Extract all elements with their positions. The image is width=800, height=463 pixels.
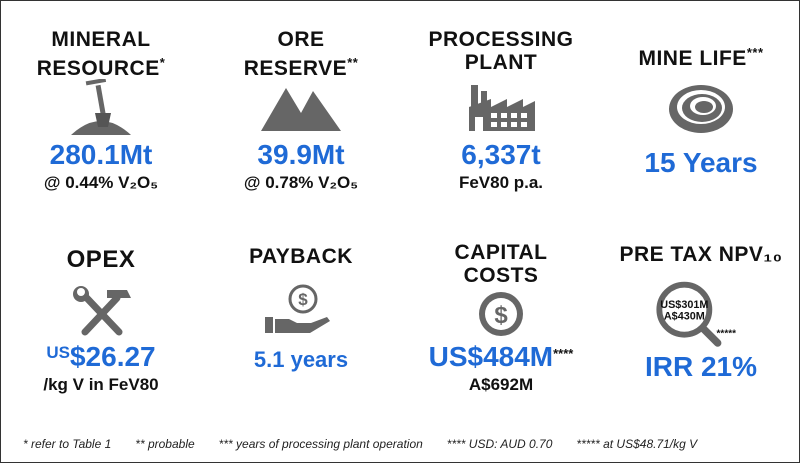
sub: A$692M — [468, 375, 534, 394]
icon-text: A$430M — [664, 311, 705, 323]
tile-title: PROCESSING PLANT — [401, 28, 601, 74]
sub: @ 0.78% V₂O₅ — [243, 173, 359, 192]
sub: @ 0.44% V₂O₅ — [43, 173, 159, 192]
title-line: PROCESSING — [428, 28, 574, 51]
tile-title: PAYBACK — [201, 245, 401, 268]
footnote: * refer to Table 1 — [23, 437, 112, 451]
marker: **** — [553, 346, 574, 361]
svg-text:$: $ — [494, 302, 508, 329]
title-line: RESERVE — [243, 57, 348, 80]
title-line: PAYBACK — [249, 245, 353, 268]
value-number: US$484M — [428, 341, 554, 372]
sub: /kg V in FeV80 — [43, 375, 159, 394]
title-line: PLANT — [464, 51, 538, 74]
title-line: RESOURCE — [36, 57, 160, 80]
footnote: **** USD: AUD 0.70 — [446, 437, 553, 451]
footnote: ***** at US$48.71/kg V — [576, 437, 698, 451]
value-number: $26.27 — [69, 341, 156, 372]
icon-pit — [669, 85, 733, 133]
value-prefix: US — [46, 343, 70, 362]
value: 5.1 years — [253, 347, 349, 372]
title-line: OPEX — [66, 246, 136, 273]
marker: * — [159, 55, 166, 70]
tile-title: ORE RESERVE** — [201, 28, 401, 80]
sub: FeV80 p.a. — [458, 173, 544, 192]
marker: *** — [746, 45, 764, 60]
svg-text:$: $ — [298, 290, 308, 309]
icon-shovel — [71, 79, 131, 135]
title-line: PRE TAX NPV₁₀ — [619, 243, 783, 266]
icon-text: US$301M — [660, 299, 708, 311]
value: 280.1Mt — [49, 139, 153, 170]
value: 6,337t — [461, 139, 541, 170]
value: US$484M**** — [401, 341, 601, 373]
icon-hand-coin: $ — [265, 284, 330, 333]
tile-title: CAPITAL COSTS — [401, 241, 601, 287]
value: IRR 21% — [644, 351, 758, 382]
title-line: COSTS — [463, 264, 539, 287]
value: US$26.27 — [1, 341, 201, 373]
tile-title: MINE LIFE*** — [601, 41, 800, 70]
footnote: *** years of processing plant operation — [218, 437, 423, 451]
icon-factory — [469, 85, 535, 131]
tile-title: PRE TAX NPV₁₀ — [601, 243, 800, 266]
value: 39.9Mt — [257, 139, 345, 170]
title-line: MINE LIFE — [638, 47, 747, 70]
marker: ** — [347, 55, 359, 70]
footnote: ** probable — [135, 437, 195, 451]
icon-coin: $ — [479, 292, 523, 336]
tile-title: OPEX — [1, 246, 201, 273]
title-line: MINERAL — [51, 28, 151, 51]
icon-magnifier: US$301M A$430M ***** — [656, 281, 737, 347]
tile-title: MINERAL RESOURCE* — [1, 28, 201, 80]
value: 15 Years — [644, 147, 758, 178]
marker: ***** — [717, 328, 737, 339]
title-line: CAPITAL — [454, 241, 548, 264]
footnotes: * refer to Table 1 ** probable *** years o… — [23, 437, 721, 451]
icon-mountains — [261, 88, 341, 131]
title-line: ORE — [277, 28, 325, 51]
icon-tools — [73, 286, 131, 336]
